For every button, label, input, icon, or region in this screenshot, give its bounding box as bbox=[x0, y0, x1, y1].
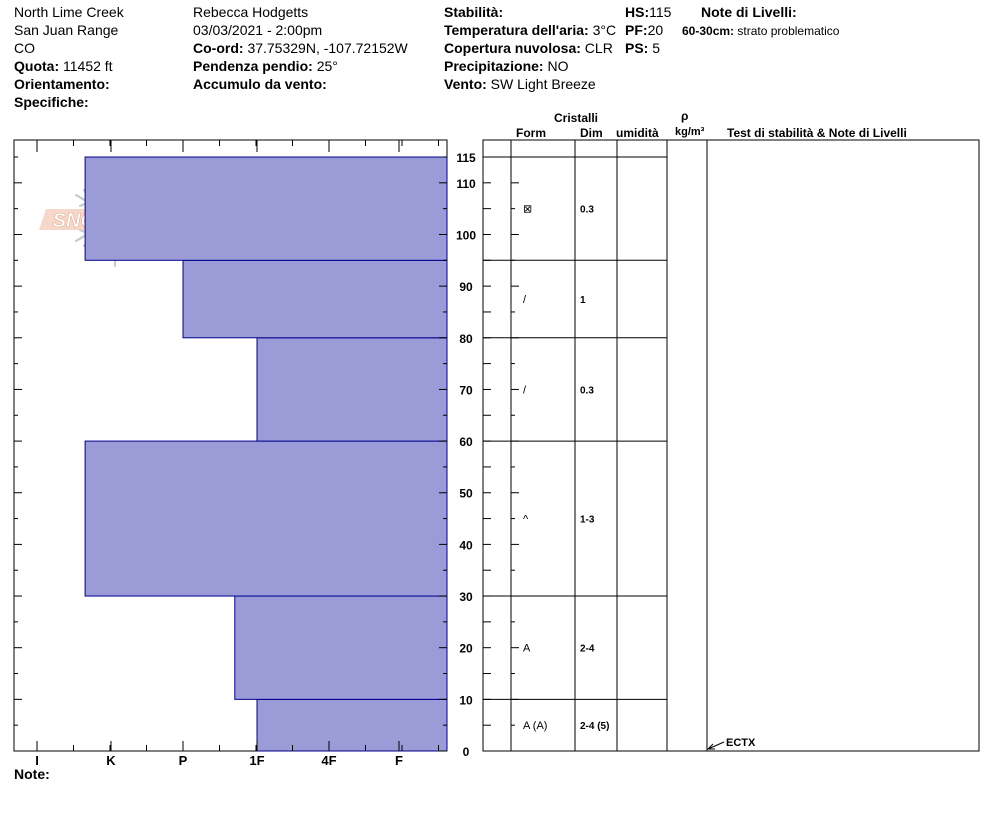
coordinates: Co-ord: 37.75329N, -107.72152W bbox=[193, 40, 408, 56]
range: San Juan Range bbox=[14, 22, 119, 38]
density-unit-header: kg/m³ bbox=[675, 126, 705, 138]
height-tick-label: 110 bbox=[456, 177, 476, 191]
crystal-form-1: A bbox=[523, 643, 531, 655]
hs-label: HS: bbox=[625, 4, 650, 20]
elevation: Quota: 11452 ft bbox=[14, 58, 113, 74]
stability-label: Stabilità: bbox=[444, 4, 504, 20]
crystal-size-2: 1-3 bbox=[580, 515, 595, 526]
crystal-form-4: / bbox=[523, 294, 527, 306]
state: CO bbox=[14, 40, 35, 56]
elevation-value: 11452 ft bbox=[63, 58, 113, 74]
cloud-value: CLR bbox=[584, 40, 613, 56]
hardness-bar-1 bbox=[234, 595, 448, 700]
height-tick-label: 90 bbox=[459, 280, 473, 294]
height-tick-label: 20 bbox=[459, 642, 473, 656]
hardness-tick-label: F bbox=[395, 753, 403, 768]
coord-value: 37.75329N, -107.72152W bbox=[247, 40, 408, 56]
crystal-form-2: ^ bbox=[523, 514, 529, 526]
height-tick-label: 40 bbox=[459, 538, 473, 552]
wind-label: Vento: bbox=[444, 76, 487, 92]
hs: HS:115 bbox=[625, 4, 671, 20]
height-tick-label: 10 bbox=[459, 693, 473, 707]
pf: PF:20 bbox=[625, 22, 663, 38]
layer-note-text: strato problematico bbox=[737, 24, 840, 38]
air-temp: Temperatura dell'aria: 3°C bbox=[444, 22, 616, 38]
test-pointer-arrow bbox=[706, 743, 715, 750]
datetime: 03/03/2021 - 2:00pm bbox=[193, 22, 323, 38]
ps-label: PS: bbox=[625, 40, 649, 56]
height-tick-label: 30 bbox=[459, 590, 473, 604]
size-header: Dim bbox=[580, 126, 603, 140]
hardness-tick-label: P bbox=[179, 753, 188, 768]
hardness-bar-2 bbox=[84, 440, 448, 597]
slope-value: 25° bbox=[316, 58, 338, 74]
crystal-size-5: 0.3 bbox=[580, 205, 594, 216]
precip-value: NO bbox=[547, 58, 569, 74]
crystal-size-3: 0.3 bbox=[580, 385, 594, 396]
height-tick-label: 50 bbox=[459, 487, 473, 501]
specifics-label: Specifiche: bbox=[14, 94, 89, 110]
precip-label: Precipitazione: bbox=[444, 58, 544, 74]
air-temp-label: Temperatura dell'aria: bbox=[444, 22, 589, 38]
height-tick-label: 70 bbox=[459, 383, 473, 397]
slope: Pendenza pendio: 25° bbox=[193, 58, 338, 74]
air-temp-value: 3°C bbox=[592, 22, 617, 38]
precipitation: Precipitazione: NO bbox=[444, 58, 568, 74]
test-result: ECTX bbox=[726, 737, 756, 749]
location: North Lime Creek bbox=[14, 4, 124, 20]
coord-label: Co-ord: bbox=[193, 40, 244, 56]
form-header: Form bbox=[516, 126, 546, 140]
hardness-tick-label: I bbox=[35, 753, 39, 768]
height-tick-label: 0 bbox=[463, 745, 470, 759]
height-tick-label: 80 bbox=[459, 332, 473, 346]
slope-label: Pendenza pendio: bbox=[193, 58, 313, 74]
test-pointer-line bbox=[707, 741, 725, 750]
cloud-label: Copertura nuvolosa: bbox=[444, 40, 581, 56]
layer-note: 60-30cm: strato problematico bbox=[682, 23, 839, 39]
crystals-header: Cristalli bbox=[554, 111, 599, 125]
hardness-bar-4 bbox=[182, 259, 448, 339]
crystal-size-4: 1 bbox=[580, 295, 586, 306]
crystal-form-5: ⊠ bbox=[523, 204, 532, 216]
crystal-table-frame bbox=[482, 139, 980, 752]
hardness-bar-0 bbox=[256, 698, 448, 752]
layer-note-depth: 60-30cm: bbox=[682, 24, 735, 38]
hardness-bar-3 bbox=[256, 337, 448, 442]
moisture-header: umidità bbox=[616, 126, 659, 140]
pf-label: PF: bbox=[625, 22, 648, 38]
hardness-bar-5 bbox=[84, 156, 448, 261]
crystal-size-1: 2-4 bbox=[580, 644, 595, 655]
hardness-tick-label: K bbox=[106, 753, 116, 768]
note-label: Note: bbox=[14, 766, 50, 782]
hardness-tick-label: 4F bbox=[321, 753, 336, 768]
observer: Rebecca Hodgetts bbox=[193, 4, 309, 20]
elevation-label: Quota: bbox=[14, 58, 60, 74]
height-tick-label: 60 bbox=[459, 435, 473, 449]
ps: PS: 5 bbox=[625, 40, 660, 56]
crystal-size-0: 2-4 (5) bbox=[580, 721, 609, 732]
height-tick-label: 115 bbox=[456, 151, 476, 165]
wind-loading-label: Accumulo da vento: bbox=[193, 76, 327, 92]
tests-header: Test di stabilità & Note di Livelli bbox=[727, 126, 907, 140]
pf-value: 20 bbox=[647, 22, 664, 38]
layer-notes-title: Note di Livelli: bbox=[701, 4, 797, 20]
aspect-label: Orientamento: bbox=[14, 76, 110, 92]
hs-value: 115 bbox=[649, 4, 672, 20]
cloud-cover: Copertura nuvolosa: CLR bbox=[444, 40, 613, 56]
ps-value: 5 bbox=[652, 40, 661, 56]
crystal-form-0: A (A) bbox=[523, 720, 547, 732]
rho-header: ρ bbox=[681, 109, 689, 123]
height-tick-label: 100 bbox=[456, 228, 476, 242]
crystal-form-3: / bbox=[523, 384, 527, 396]
hardness-tick-label: 1F bbox=[249, 753, 264, 768]
wind: Vento: SW Light Breeze bbox=[444, 76, 596, 92]
wind-value: SW Light Breeze bbox=[490, 76, 596, 92]
